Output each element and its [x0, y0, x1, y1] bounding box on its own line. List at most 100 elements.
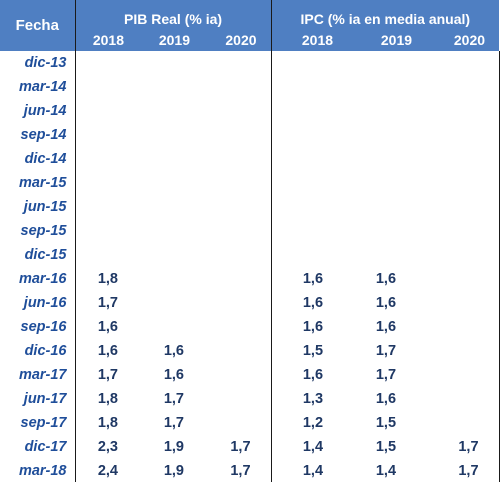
pib-value-cell [75, 243, 138, 267]
pib-value-cell: 1,6 [97, 343, 118, 359]
pib-value-cell: 1,8 [97, 271, 118, 287]
ipc-value-cell [426, 339, 500, 363]
table-row: jun-16 1,7 1,6 1,6 [0, 291, 500, 315]
pib-value-cell [138, 243, 204, 267]
pib-value-cell [204, 387, 271, 411]
ipc-year-header: 2019 [347, 29, 427, 51]
table-row: sep-14 [0, 123, 500, 147]
ipc-value-cell [426, 51, 500, 75]
fecha-cell: sep-17 [0, 411, 76, 435]
fecha-cell: sep-14 [0, 123, 76, 147]
ipc-value-cell [347, 171, 426, 195]
pib-group-header: PIB Real (% ia) [75, 0, 272, 29]
pib-value-cell: 1,8 [97, 391, 118, 407]
table-row: mar-16 1,8 1,6 1,6 [0, 267, 500, 291]
ipc-value-cell [426, 387, 500, 411]
ipc-value-cell [347, 75, 426, 99]
pib-value-cell [75, 219, 138, 243]
ipc-value-cell [426, 123, 500, 147]
pib-value-cell [204, 411, 271, 435]
pib-value-cell: 1,6 [163, 343, 184, 359]
ipc-value-cell [270, 147, 348, 171]
ipc-value-cell [270, 219, 348, 243]
pib-value-cell [138, 99, 204, 123]
ipc-value-cell: 1,6 [270, 363, 348, 387]
pib-value-cell [138, 147, 204, 171]
pib-value-cell [138, 315, 204, 339]
ipc-value-cell [426, 171, 500, 195]
pib-value-cell: 1,9 [163, 439, 184, 455]
table-row: sep-15 [0, 219, 500, 243]
pib-value-cell [138, 219, 204, 243]
ipc-year-header: 2020 [426, 29, 500, 51]
pib-value-cell: 1,7 [97, 295, 118, 311]
pib-value-cell [75, 147, 138, 171]
ipc-value-cell [347, 99, 426, 123]
pib-value-cell [204, 291, 271, 315]
table-row: jun-15 [0, 195, 500, 219]
ipc-value-cell [270, 171, 348, 195]
ipc-value-cell: 1,5 [375, 439, 397, 455]
ipc-value-cell [347, 51, 426, 75]
table-row: jun-14 [0, 99, 500, 123]
pib-value-cell [204, 195, 271, 219]
ipc-value-cell: 1,7 [426, 435, 500, 459]
table-row: dic-15 [0, 243, 500, 267]
pib-value-cell [75, 99, 138, 123]
fecha-cell: mar-16 [0, 267, 76, 291]
fecha-cell: mar-15 [0, 171, 76, 195]
fecha-cell: jun-17 [0, 387, 76, 411]
table-row: dic-16 1,6 1,6 1,5 1,7 [0, 339, 500, 363]
fecha-header: Fecha [0, 0, 76, 51]
pib-value-cell [75, 171, 138, 195]
pib-value-cell: 1,7 [230, 439, 251, 455]
ipc-value-cell: 1,4 [270, 459, 348, 482]
ipc-value-cell [347, 147, 426, 171]
pib-value-cell [204, 267, 271, 291]
pib-value-cell [204, 147, 271, 171]
ipc-value-cell [270, 243, 348, 267]
ipc-value-cell [426, 363, 500, 387]
pib-value-cell [138, 171, 204, 195]
ipc-group-header: IPC (% ia en media anual) [270, 0, 500, 29]
pib-value-cell [204, 171, 271, 195]
ipc-value-cell [270, 75, 348, 99]
pib-value-cell [204, 99, 271, 123]
table-row: mar-15 [0, 171, 500, 195]
ipc-value-cell [426, 315, 500, 339]
ipc-value-cell: 1,5 [270, 339, 348, 363]
pib-value-cell: 1,7 [230, 462, 251, 479]
pib-value-cell [75, 195, 138, 219]
ipc-value-cell: 1,6 [375, 319, 397, 335]
ipc-value-cell: 1,5 [375, 415, 397, 431]
fecha-cell: sep-16 [0, 315, 76, 339]
ipc-value-cell: 1,7 [375, 367, 397, 383]
table-row: mar-18 2,4 1,9 1,7 1,4 1,4 1,7 [0, 459, 500, 482]
ipc-value-cell: 1,6 [270, 291, 348, 315]
fecha-cell: dic-14 [0, 147, 76, 171]
pib-value-cell [204, 363, 271, 387]
fecha-cell: jun-14 [0, 99, 76, 123]
ipc-value-cell [426, 147, 500, 171]
fecha-cell: sep-15 [0, 219, 76, 243]
pib-value-cell: 1,6 [97, 319, 118, 335]
ipc-value-cell [347, 219, 426, 243]
pib-value-cell: 1,7 [97, 367, 118, 383]
ipc-value-cell: 1,7 [426, 459, 500, 482]
fecha-cell: mar-18 [0, 459, 76, 482]
fecha-cell: mar-14 [0, 75, 76, 99]
ipc-value-cell: 1,6 [270, 315, 348, 339]
ipc-value-cell: 1,4 [270, 435, 348, 459]
pib-value-cell [204, 315, 271, 339]
table-row: dic-17 2,3 1,9 1,7 1,4 1,5 1,7 [0, 435, 500, 459]
pib-year-header: 2020 [204, 29, 272, 51]
fecha-cell: jun-16 [0, 291, 76, 315]
pib-value-cell [138, 267, 204, 291]
ipc-value-cell [426, 219, 500, 243]
pib-value-cell [204, 219, 271, 243]
pib-value-cell [138, 291, 204, 315]
pib-value-cell [204, 51, 271, 75]
pib-value-cell [75, 123, 138, 147]
ipc-value-cell [270, 99, 348, 123]
